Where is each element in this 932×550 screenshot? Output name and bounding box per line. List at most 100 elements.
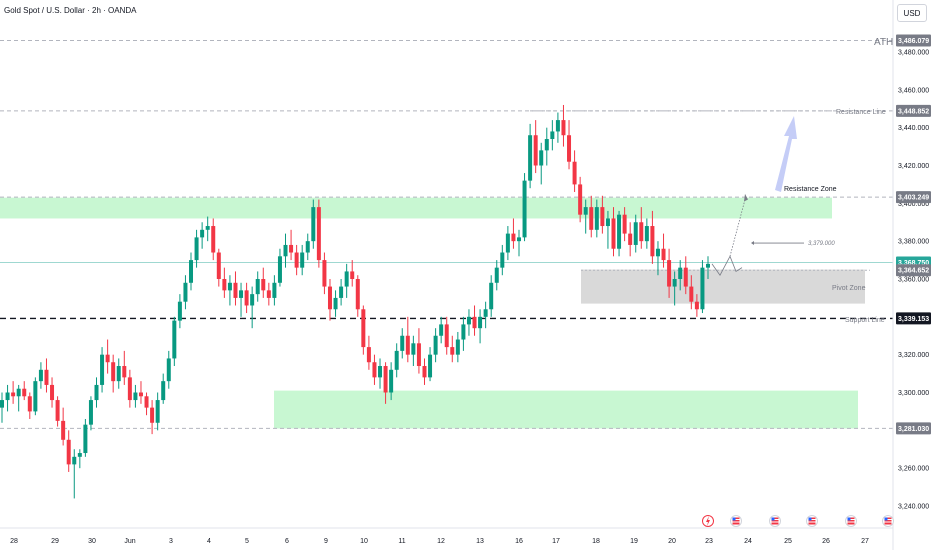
target-arrowhead <box>751 241 754 246</box>
y-tick-label: 3,300.000 <box>898 390 929 397</box>
candle-body <box>461 324 466 340</box>
price-tag <box>896 191 931 204</box>
target-label: 3,379.000 <box>808 241 835 247</box>
currency-button[interactable]: USD <box>897 4 927 22</box>
candle-body <box>88 400 93 425</box>
event-icons <box>702 515 894 527</box>
candle-body <box>455 339 460 355</box>
candle-body <box>544 139 549 151</box>
x-tick-label: 6 <box>285 538 289 545</box>
candle-body <box>383 366 388 393</box>
candle-body <box>633 222 638 245</box>
candle-body <box>94 384 99 401</box>
candle-body <box>661 248 666 261</box>
x-tick-label: 19 <box>630 538 638 545</box>
candles-layer <box>0 104 710 499</box>
x-tick-label: 5 <box>245 538 249 545</box>
candle-body <box>450 347 455 355</box>
candle-body <box>672 279 677 287</box>
candle-body <box>639 222 644 242</box>
candle-body <box>706 263 710 268</box>
candle-body <box>444 324 449 348</box>
candle-body <box>505 233 510 253</box>
candle-body <box>605 218 610 227</box>
y-tick-label: 3,320.000 <box>898 352 929 359</box>
candle-body <box>216 252 221 279</box>
candle-body <box>66 439 71 465</box>
price-tag <box>896 422 931 435</box>
candle-body <box>494 267 499 283</box>
candle-body <box>150 407 155 423</box>
x-tick-label: 26 <box>822 538 830 545</box>
y-tick-label: 3,420.000 <box>898 163 929 170</box>
candle-body <box>266 290 271 298</box>
candle-body <box>222 279 227 291</box>
candle-body <box>189 260 194 283</box>
price-tag-label: 3,368.750 <box>898 260 929 267</box>
time-axis[interactable]: 28 29 30 Jun 3 4 5 6 9 10 11 12 13 16 17 18 19 20 23 24 25 26… <box>0 527 893 545</box>
candle-body <box>211 226 216 253</box>
chart-title: Gold Spot / U.S. Dollar · 2h · OANDA <box>4 6 137 15</box>
x-tick-label: 29 <box>51 538 59 545</box>
price-axis[interactable]: 3,240.0003,260.0003,280.0003,300.0003,32… <box>892 0 932 550</box>
candle-body <box>244 290 249 306</box>
candle-body <box>289 244 294 253</box>
us-flag-icon <box>845 515 857 527</box>
candle-body <box>38 369 43 382</box>
support-line-label: Support Line <box>845 317 885 324</box>
candle-body <box>194 237 199 261</box>
candle-body <box>411 343 416 355</box>
candle-body <box>683 267 688 287</box>
candle-body <box>55 400 60 421</box>
candle-body <box>561 120 566 136</box>
projection-dotted <box>729 199 746 257</box>
candle-body <box>77 453 82 457</box>
us-flag-icon <box>730 515 742 527</box>
candle-body <box>255 279 260 295</box>
candle-body <box>133 392 138 401</box>
candle-body <box>366 347 371 363</box>
candle-body <box>233 282 238 298</box>
pivot-zone <box>581 269 865 304</box>
price-tag-label: 3,339.153 <box>898 316 929 323</box>
candle-body <box>678 267 683 279</box>
candle-body <box>44 369 49 385</box>
candle-body <box>127 377 132 401</box>
candle-body <box>405 335 410 355</box>
candle-body <box>61 420 66 440</box>
candle-body <box>0 400 4 408</box>
price-tag <box>896 312 931 325</box>
candle-body <box>378 366 383 378</box>
candle-body <box>472 316 477 329</box>
candle-body <box>422 366 427 378</box>
candle-body <box>478 316 483 329</box>
resistance-line-label: Resistance Line <box>836 109 886 116</box>
candle-body <box>272 282 277 298</box>
x-tick-label: Jun <box>124 538 135 545</box>
x-tick-label: 10 <box>360 538 368 545</box>
y-tick-label: 3,440.000 <box>898 125 929 132</box>
annotations-layer: ATH Resistance Line Resistance Zone Pivo… <box>784 37 893 324</box>
price-tag-label: 3,486.079 <box>898 38 929 45</box>
candle-body <box>667 260 672 287</box>
x-tick-label: 30 <box>88 538 96 545</box>
candle-body <box>522 180 527 238</box>
y-tick-label: 3,260.000 <box>898 466 929 473</box>
candle-body <box>83 424 88 454</box>
x-tick-label: 27 <box>861 538 869 545</box>
candle-body <box>361 309 366 348</box>
resistance-zone <box>0 197 832 219</box>
candle-body <box>239 290 244 298</box>
candle-body <box>33 381 38 412</box>
candle-body <box>394 350 399 370</box>
x-tick-label: 13 <box>476 538 484 545</box>
x-tick-label: 20 <box>668 538 676 545</box>
candle-body <box>339 286 344 298</box>
candle-body <box>589 207 594 230</box>
x-tick-label: 23 <box>705 538 713 545</box>
candle-body <box>428 354 433 378</box>
candle-body <box>433 335 438 355</box>
projection-layer <box>711 116 804 276</box>
candle-body <box>700 267 705 310</box>
